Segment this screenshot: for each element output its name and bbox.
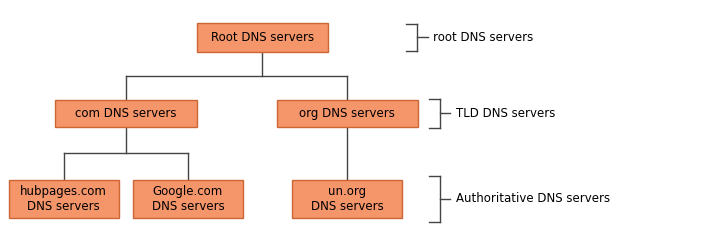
FancyBboxPatch shape — [196, 23, 328, 52]
Text: Google.com
DNS servers: Google.com DNS servers — [152, 185, 224, 213]
FancyBboxPatch shape — [9, 180, 118, 217]
FancyBboxPatch shape — [277, 100, 418, 127]
Text: un.org
DNS servers: un.org DNS servers — [311, 185, 384, 213]
Text: hubpages.com
DNS servers: hubpages.com DNS servers — [21, 185, 107, 213]
FancyBboxPatch shape — [55, 100, 197, 127]
Text: root DNS servers: root DNS servers — [433, 31, 533, 44]
Text: org DNS servers: org DNS servers — [299, 107, 396, 120]
Text: Authoritative DNS servers: Authoritative DNS servers — [456, 192, 610, 205]
FancyBboxPatch shape — [133, 180, 242, 217]
FancyBboxPatch shape — [292, 180, 403, 217]
Text: TLD DNS servers: TLD DNS servers — [456, 107, 555, 120]
Text: com DNS servers: com DNS servers — [75, 107, 177, 120]
Text: Root DNS servers: Root DNS servers — [211, 31, 314, 44]
